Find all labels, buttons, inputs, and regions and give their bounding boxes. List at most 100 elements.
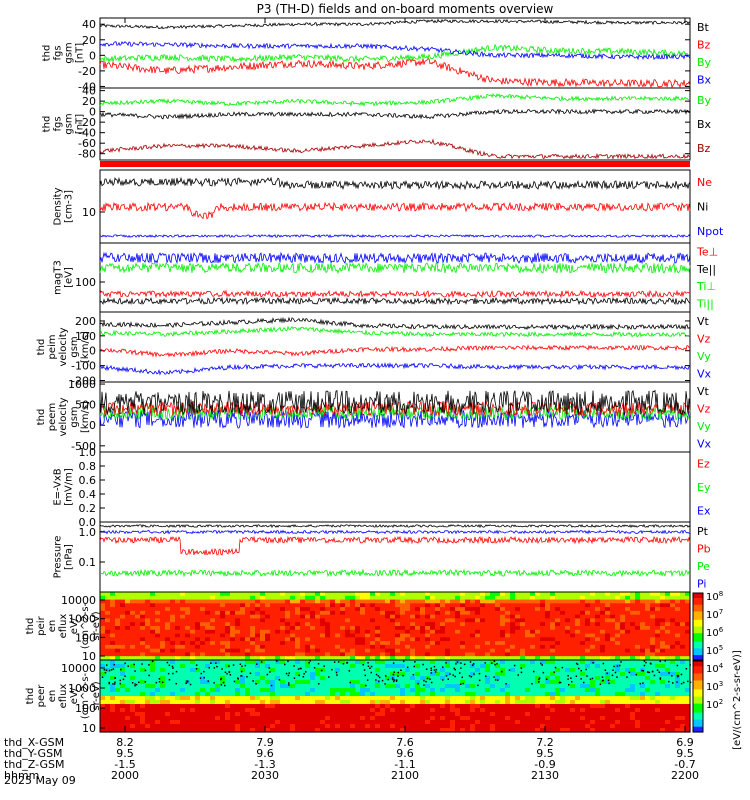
heatmap-cell: [660, 712, 666, 717]
heatmap-cell: [390, 708, 396, 713]
heatmap-cell: [390, 684, 396, 689]
heatmap-cell: [450, 599, 456, 604]
heatmap-cell: [345, 603, 351, 608]
heatmap-cell: [445, 680, 451, 685]
heatmap-cell: [100, 641, 106, 646]
heatmap-cell: [115, 603, 121, 608]
heatmap-cell: [620, 712, 626, 717]
heatmap-cell: [515, 595, 521, 601]
heatmap-cell: [160, 622, 166, 627]
heatmap-cell: [160, 648, 166, 654]
heatmap-cell: [590, 592, 596, 597]
heatmap-cell: [365, 607, 371, 612]
heatmap-cell: [385, 692, 391, 697]
heatmap-cell: [390, 664, 396, 669]
heatmap-cell: [115, 637, 121, 642]
heatmap-cell: [600, 644, 606, 650]
heatmap-cell: [270, 672, 276, 677]
heatmap-cell: [685, 672, 691, 677]
heatmap-cell: [415, 728, 421, 733]
y-tick-label: 10000: [61, 594, 96, 607]
heatmap-cell: [540, 599, 546, 604]
heatmap-cell: [100, 592, 106, 597]
heatmap-cell: [560, 692, 566, 697]
heatmap-cell: [380, 633, 386, 638]
heatmap-cell: [565, 618, 571, 623]
y-label-line: fgs: [53, 116, 64, 131]
heatmap-cell: [235, 652, 241, 657]
y-label-line: gsm: [64, 113, 75, 134]
heatmap-cell: [590, 724, 596, 729]
heatmap-cell: [330, 633, 336, 638]
heatmap-cell: [535, 644, 541, 650]
heatmap-cell: [220, 641, 226, 646]
heatmap-cell: [490, 720, 496, 725]
heatmap-cell: [435, 626, 441, 631]
heatmap-cell: [360, 633, 366, 638]
heatmap-cell: [460, 648, 466, 654]
heatmap-cell: [625, 704, 631, 709]
heatmap-cell: [355, 712, 361, 717]
heatmap-cell: [495, 716, 501, 721]
heatmap-cell: [650, 633, 656, 638]
heatmap-cell: [420, 629, 426, 635]
heatmap-cell: [285, 712, 291, 717]
heatmap-cell: [120, 648, 126, 654]
heatmap-cell: [260, 660, 266, 665]
heatmap-cell: [295, 700, 301, 705]
heatmap-cell: [605, 614, 611, 620]
heatmap-cell: [515, 603, 521, 608]
colorbar-segment: [693, 673, 703, 676]
heatmap-cell: [195, 668, 201, 673]
heatmap-cell: [310, 708, 316, 713]
heatmap-cell: [140, 688, 146, 693]
heatmap-cell: [685, 668, 691, 673]
heatmap-cell: [115, 592, 121, 597]
heatmap-cell: [270, 595, 276, 601]
heatmap-cell: [635, 610, 641, 616]
heatmap-cell: [455, 688, 461, 693]
heatmap-cell: [545, 622, 551, 627]
heatmap-cell: [540, 708, 546, 713]
heatmap-cell: [150, 644, 156, 650]
heatmap-cell: [100, 668, 106, 673]
y-tick-label: 100: [75, 702, 96, 715]
heatmap-cell: [425, 668, 431, 673]
heatmap-cell: [185, 592, 191, 597]
heatmap-cell: [205, 656, 211, 661]
heatmap-cell: [590, 633, 596, 638]
heatmap-cell: [225, 704, 231, 709]
heatmap-cell: [510, 664, 516, 669]
heatmap-cell: [105, 708, 111, 713]
heatmap-cell: [410, 692, 416, 697]
heatmap-cell: [495, 610, 501, 616]
heatmap-cell: [290, 610, 296, 616]
heatmap-cell: [625, 652, 631, 657]
heatmap-cell: [150, 704, 156, 709]
heatmap-cell: [670, 728, 676, 733]
heatmap-cell: [590, 648, 596, 654]
heatmap-cell: [405, 728, 411, 733]
heatmap-cell: [390, 644, 396, 650]
heatmap-cell: [395, 595, 401, 601]
heatmap-speckle: [133, 663, 135, 666]
heatmap-cell: [585, 712, 591, 717]
heatmap-cell: [255, 708, 261, 713]
heatmap-cell: [345, 664, 351, 669]
heatmap-cell: [180, 696, 186, 701]
heatmap-cell: [655, 696, 661, 701]
heatmap-cell: [120, 614, 126, 620]
heatmap-cell: [100, 672, 106, 677]
heatmap-cell: [495, 664, 501, 669]
heatmap-cell: [435, 724, 441, 729]
heatmap-cell: [405, 692, 411, 697]
heatmap-cell: [350, 592, 356, 597]
heatmap-cell: [360, 595, 366, 601]
heatmap-cell: [305, 607, 311, 612]
heatmap-cell: [465, 618, 471, 623]
heatmap-cell: [140, 672, 146, 677]
heatmap-cell: [620, 644, 626, 650]
heatmap-cell: [220, 700, 226, 705]
heatmap-cell: [240, 708, 246, 713]
heatmap-cell: [625, 610, 631, 616]
